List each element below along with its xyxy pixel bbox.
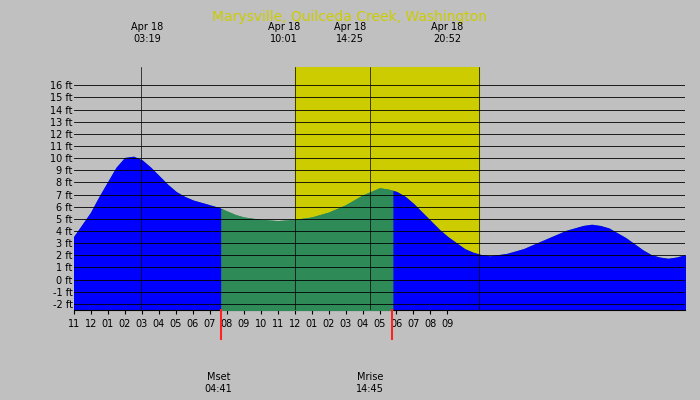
Text: Apr 18
14:25: Apr 18 14:25 (334, 22, 366, 44)
Text: Apr 18
03:19: Apr 18 03:19 (131, 22, 163, 44)
Text: Mrise
14:45: Mrise 14:45 (356, 372, 384, 394)
Text: Marysville, Quilceda Creek, Washington: Marysville, Quilceda Creek, Washington (213, 10, 487, 24)
Text: Apr 18
10:01: Apr 18 10:01 (267, 22, 300, 44)
Text: Mset
04:41: Mset 04:41 (204, 372, 232, 394)
Text: Apr 18
20:52: Apr 18 20:52 (431, 22, 463, 44)
Bar (295, 67, 479, 310)
